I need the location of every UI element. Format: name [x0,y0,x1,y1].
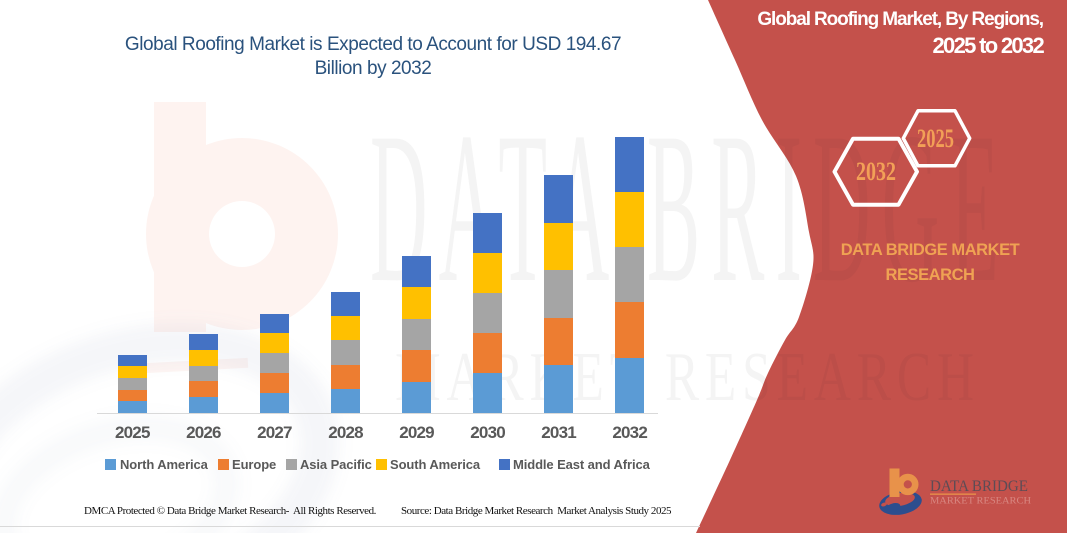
svg-text:2032: 2032 [856,157,896,186]
svg-text:MARKET RESEARCH: MARKET RESEARCH [930,496,1032,506]
svg-text:DATA BRIDGE: DATA BRIDGE [370,88,1010,327]
svg-text:2025: 2025 [917,124,954,153]
svg-text:DATA BRIDGE: DATA BRIDGE [930,478,1028,495]
